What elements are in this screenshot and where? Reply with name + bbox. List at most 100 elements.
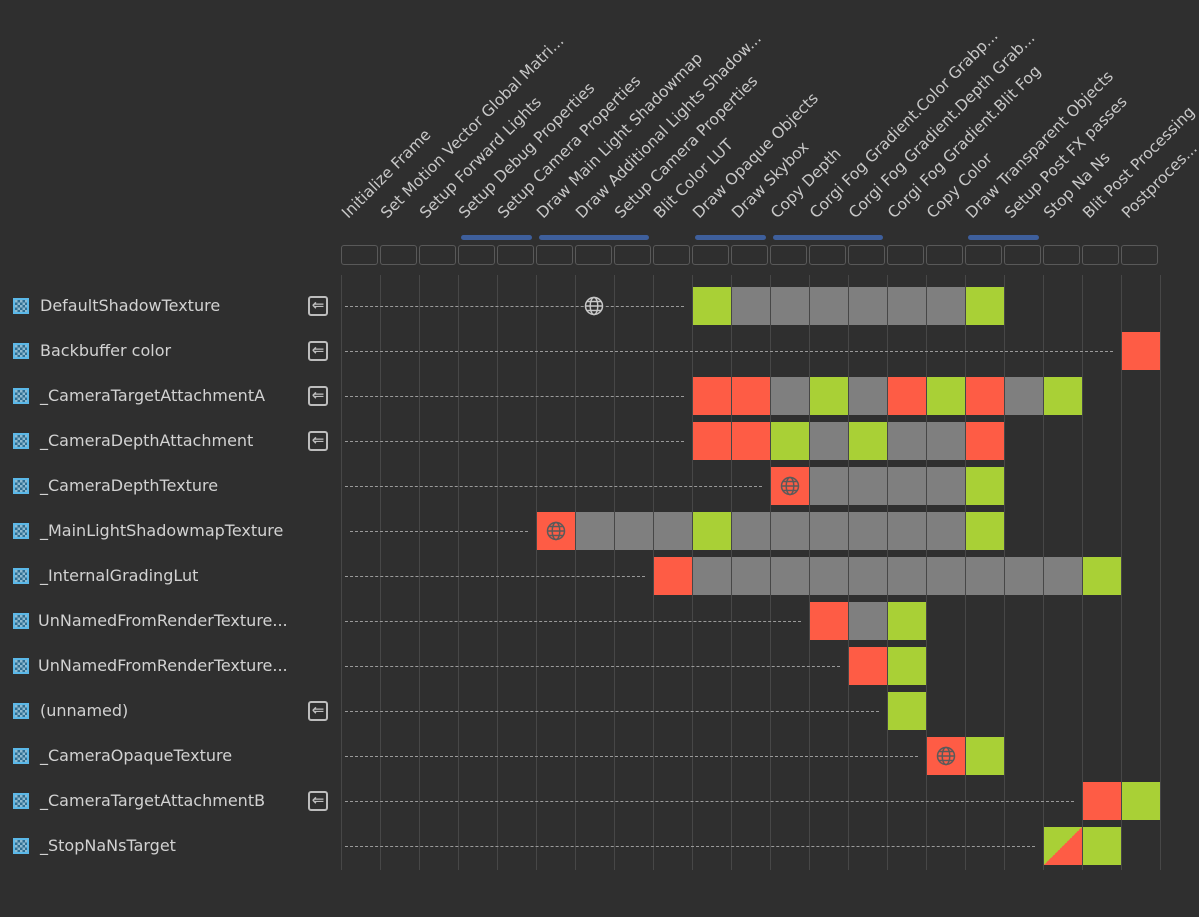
pass-box[interactable] [1082, 245, 1119, 265]
resource-access-cell[interactable] [888, 692, 926, 730]
resource-access-cell[interactable] [888, 422, 926, 460]
resource-row[interactable]: Backbuffer color ⇐ [0, 332, 335, 372]
resource-row[interactable]: _StopNaNsTarget [0, 827, 335, 867]
resource-access-cell[interactable] [654, 512, 692, 550]
resource-access-cell[interactable] [849, 377, 887, 415]
resource-access-cell[interactable] [693, 287, 731, 325]
resource-access-cell[interactable] [888, 557, 926, 595]
pass-box[interactable] [770, 245, 807, 265]
resource-access-cell[interactable] [966, 512, 1004, 550]
resource-access-cell[interactable] [888, 377, 926, 415]
pass-box[interactable] [1004, 245, 1041, 265]
pass-box[interactable] [1121, 245, 1158, 265]
resource-access-cell[interactable] [810, 422, 848, 460]
resource-access-cell[interactable] [771, 377, 809, 415]
resource-access-cell[interactable] [888, 467, 926, 505]
resource-access-cell[interactable] [1005, 377, 1043, 415]
resource-access-cell[interactable] [810, 557, 848, 595]
resource-access-cell[interactable] [693, 557, 731, 595]
resource-access-cell[interactable] [927, 422, 965, 460]
resource-access-cell[interactable] [693, 377, 731, 415]
resource-row[interactable]: UnNamedFromRenderTexture... [0, 647, 335, 687]
pass-box[interactable] [419, 245, 456, 265]
pass-box[interactable] [965, 245, 1002, 265]
resource-access-cell[interactable] [1044, 827, 1082, 865]
pass-box[interactable] [1043, 245, 1080, 265]
resource-access-cell[interactable] [810, 287, 848, 325]
resource-access-cell[interactable] [810, 467, 848, 505]
resource-access-cell[interactable] [888, 602, 926, 640]
resource-access-cell[interactable] [927, 287, 965, 325]
resource-access-cell[interactable] [849, 557, 887, 595]
resource-access-cell[interactable] [966, 557, 1004, 595]
resource-row[interactable]: UnNamedFromRenderTexture... [0, 602, 335, 642]
resource-access-cell[interactable] [888, 512, 926, 550]
resource-access-cell[interactable] [771, 287, 809, 325]
resource-access-cell[interactable] [966, 467, 1004, 505]
resource-access-cell[interactable] [849, 287, 887, 325]
resource-access-cell[interactable] [615, 512, 653, 550]
resource-access-cell[interactable] [888, 647, 926, 685]
resource-row[interactable]: _CameraTargetAttachmentA ⇐ [0, 377, 335, 417]
resource-access-cell[interactable] [966, 737, 1004, 775]
resource-access-cell[interactable] [576, 512, 614, 550]
resource-access-cell[interactable] [732, 512, 770, 550]
resource-row[interactable]: _CameraTargetAttachmentB ⇐ [0, 782, 335, 822]
resource-access-cell[interactable] [927, 377, 965, 415]
resource-access-cell[interactable] [927, 512, 965, 550]
resource-access-cell[interactable] [1083, 782, 1121, 820]
resource-access-cell[interactable] [1083, 557, 1121, 595]
resource-row[interactable]: _MainLightShadowmapTexture [0, 512, 335, 552]
pass-box[interactable] [341, 245, 378, 265]
resource-access-cell[interactable] [927, 737, 965, 775]
resource-access-cell[interactable] [771, 512, 809, 550]
pass-box[interactable] [887, 245, 924, 265]
pass-box[interactable] [458, 245, 495, 265]
resource-access-cell[interactable] [849, 467, 887, 505]
resource-access-cell[interactable] [771, 467, 809, 505]
resource-access-cell[interactable] [1005, 557, 1043, 595]
resource-access-cell[interactable] [732, 377, 770, 415]
resource-access-cell[interactable] [966, 422, 1004, 460]
pass-box[interactable] [809, 245, 846, 265]
resource-access-cell[interactable] [537, 512, 575, 550]
resource-access-cell[interactable] [927, 467, 965, 505]
resource-access-cell[interactable] [849, 647, 887, 685]
resource-access-cell[interactable] [771, 557, 809, 595]
pass-box[interactable] [731, 245, 768, 265]
resource-access-cell[interactable] [849, 602, 887, 640]
resource-row[interactable]: (unnamed) ⇐ [0, 692, 335, 732]
resource-row[interactable]: _CameraDepthTexture [0, 467, 335, 507]
pass-box[interactable] [926, 245, 963, 265]
pass-box[interactable] [497, 245, 534, 265]
resource-access-cell[interactable] [1083, 827, 1121, 865]
resource-access-cell[interactable] [888, 287, 926, 325]
resource-access-cell[interactable] [927, 557, 965, 595]
pass-box[interactable] [536, 245, 573, 265]
resource-access-cell[interactable] [966, 287, 1004, 325]
resource-access-cell[interactable] [810, 602, 848, 640]
resource-access-cell[interactable] [732, 422, 770, 460]
resource-access-cell[interactable] [966, 377, 1004, 415]
resource-access-cell[interactable] [1044, 557, 1082, 595]
pass-box[interactable] [692, 245, 729, 265]
resource-access-cell[interactable] [732, 557, 770, 595]
pass-box[interactable] [653, 245, 690, 265]
resource-access-cell[interactable] [771, 422, 809, 460]
pass-box[interactable] [575, 245, 612, 265]
resource-access-cell[interactable] [1122, 782, 1160, 820]
resource-row[interactable]: _CameraDepthAttachment ⇐ [0, 422, 335, 462]
resource-row[interactable]: DefaultShadowTexture ⇐ [0, 287, 335, 327]
resource-access-cell[interactable] [732, 287, 770, 325]
resource-access-cell[interactable] [1044, 377, 1082, 415]
pass-box[interactable] [380, 245, 417, 265]
resource-access-cell[interactable] [1122, 332, 1160, 370]
resource-access-cell[interactable] [693, 422, 731, 460]
resource-access-cell[interactable] [849, 512, 887, 550]
resource-access-cell[interactable] [849, 422, 887, 460]
pass-box[interactable] [614, 245, 651, 265]
resource-access-cell[interactable] [693, 512, 731, 550]
resource-access-cell[interactable] [810, 512, 848, 550]
resource-access-cell[interactable] [810, 377, 848, 415]
resource-row[interactable]: _CameraOpaqueTexture [0, 737, 335, 777]
